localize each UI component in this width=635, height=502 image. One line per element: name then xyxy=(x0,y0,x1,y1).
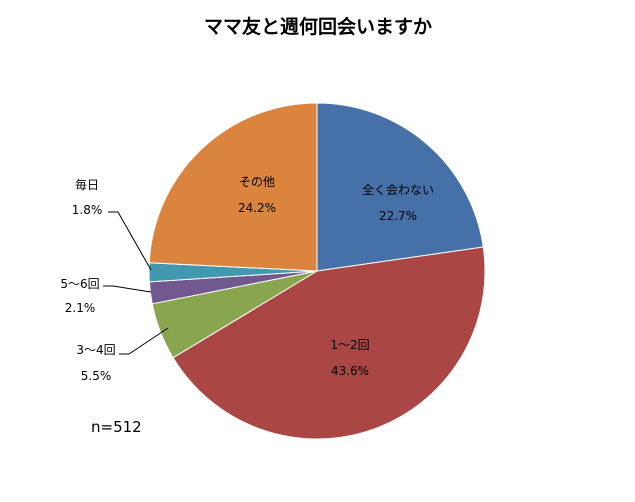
sample-size-note: n=512 xyxy=(91,418,142,436)
chart-title: ママ友と週何回会いますか xyxy=(204,15,432,38)
slice-name-label: 3～4回 xyxy=(76,343,115,357)
pie-slice-slice-0 xyxy=(316,102,484,272)
slice-percent-label: 1.8% xyxy=(72,203,103,217)
slice-percent-label: 24.2% xyxy=(238,201,276,215)
pie-slice-slice-5 xyxy=(148,102,318,272)
slice-name-label: 毎日 xyxy=(75,177,99,192)
leader-line xyxy=(119,327,169,355)
pie-slice-1-2 xyxy=(172,246,486,440)
leader-line xyxy=(103,285,152,293)
slice-labels: 全く会わない 22.7% 1～2回 43.6% 3～4回 5.5% 5～6回 2.1% 毎日 1.… xyxy=(60,175,434,383)
slice-percent-label: 5.5% xyxy=(81,369,112,383)
leader-line xyxy=(108,211,152,271)
slice-name-label: その他 xyxy=(239,175,275,189)
leader-lines xyxy=(103,211,169,355)
slice-name-label: 1～2回 xyxy=(330,338,369,352)
pie-slices xyxy=(148,102,486,440)
slice-name-label: 5～6回 xyxy=(60,277,99,291)
slice-name-label: 全く会わない xyxy=(362,182,434,197)
slice-percent-label: 2.1% xyxy=(65,301,96,315)
slice-percent-label: 43.6% xyxy=(331,364,369,378)
slice-percent-label: 22.7% xyxy=(379,209,417,223)
